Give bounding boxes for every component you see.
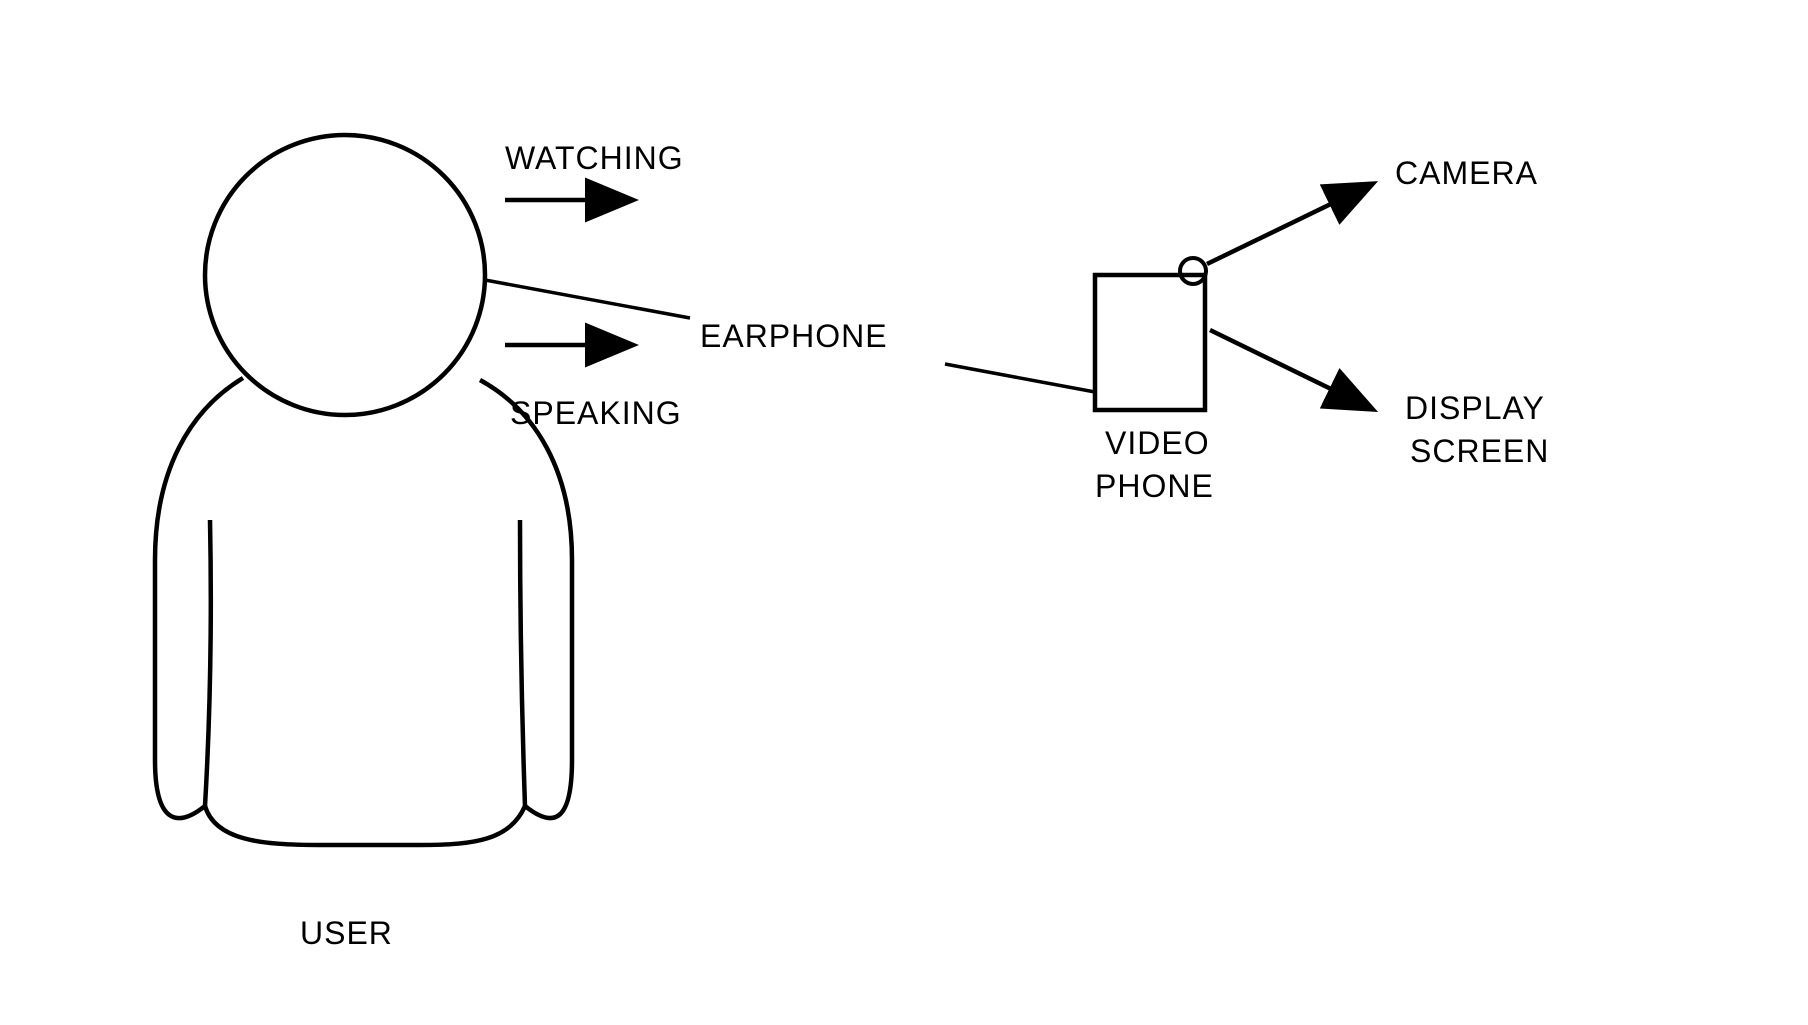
speaking-label: SPEAKING bbox=[510, 395, 682, 432]
camera-dot bbox=[1180, 258, 1206, 284]
video-phone-label-1: VIDEO bbox=[1105, 425, 1210, 462]
earphone-line-right bbox=[945, 364, 1095, 392]
video-phone-rect bbox=[1095, 275, 1205, 410]
camera-label: CAMERA bbox=[1395, 155, 1538, 192]
video-phone-label-2: PHONE bbox=[1095, 468, 1214, 505]
display-label-2: SCREEN bbox=[1410, 433, 1549, 470]
user-arm-right bbox=[520, 520, 525, 806]
user-label: USER bbox=[300, 915, 393, 952]
earphone-line-left bbox=[485, 280, 690, 318]
display-label-1: DISPLAY bbox=[1405, 390, 1545, 427]
watching-label: WATCHING bbox=[505, 140, 684, 177]
user-body bbox=[155, 378, 572, 845]
user-head bbox=[205, 135, 485, 415]
display-arrow bbox=[1210, 330, 1370, 408]
camera-arrow bbox=[1207, 185, 1370, 264]
diagram-canvas bbox=[0, 0, 1808, 1025]
user-arm-left bbox=[205, 520, 211, 806]
earphone-label: EARPHONE bbox=[700, 318, 888, 355]
